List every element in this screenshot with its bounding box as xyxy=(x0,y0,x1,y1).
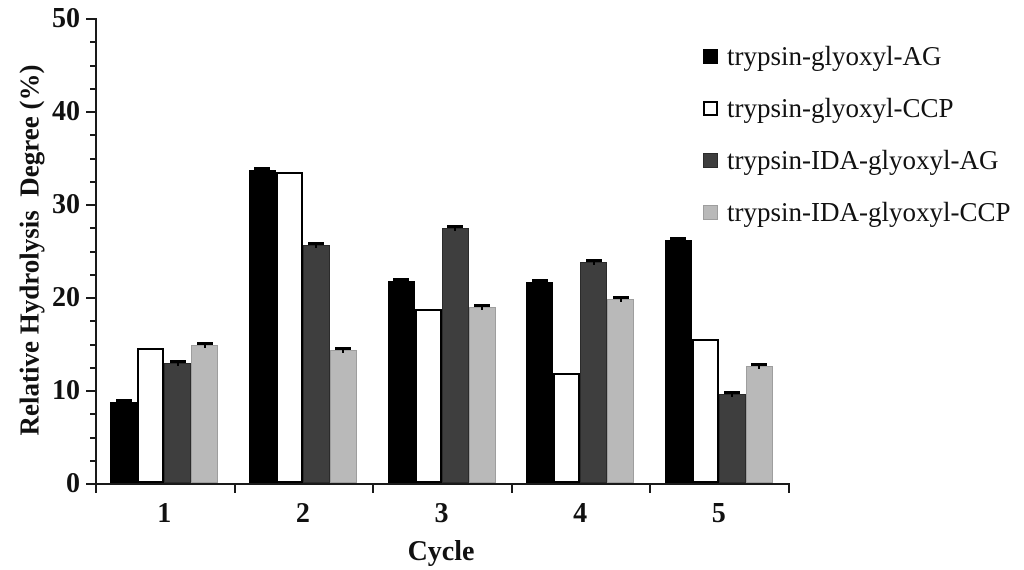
x-tick-label: 2 xyxy=(295,498,310,529)
legend-item-trypsin-IDA-glyoxyl-AG: trypsin-IDA-glyoxyl-AG xyxy=(703,134,1011,186)
bar-trypsin-IDA-glyoxyl-AG-cycle-1 xyxy=(164,363,192,483)
y-major-tick xyxy=(86,111,95,113)
x-tick xyxy=(372,485,375,493)
y-minor-tick xyxy=(90,157,95,160)
x-tick-label: 4 xyxy=(573,498,588,529)
bar-trypsin-glyoxyl-CCP-cycle-1 xyxy=(137,348,165,483)
y-major-tick xyxy=(86,297,95,299)
y-tick-label: 20 xyxy=(52,282,80,313)
y-minor-tick xyxy=(90,227,95,230)
error-bar-stem xyxy=(203,342,206,349)
y-minor-tick xyxy=(90,134,95,137)
error-bar-stem xyxy=(400,278,402,285)
bar-trypsin-IDA-glyoxyl-AG-cycle-3 xyxy=(441,228,469,483)
legend-swatch-icon xyxy=(703,152,718,168)
bar-trypsin-glyoxyl-AG-cycle-1 xyxy=(110,402,138,483)
y-minor-tick xyxy=(90,366,95,369)
y-minor-tick xyxy=(90,64,95,67)
x-tick-label: 5 xyxy=(711,498,726,529)
bar-trypsin-IDA-glyoxyl-AG-cycle-4 xyxy=(580,261,608,483)
error-bar-stem xyxy=(261,166,264,173)
legend-label: trypsin-glyoxyl-AG xyxy=(727,40,942,71)
x-tick xyxy=(95,485,97,493)
error-bar-stem xyxy=(619,295,622,302)
y-tick-label: 10 xyxy=(52,375,80,406)
bar-trypsin-IDA-glyoxyl-CCP-cycle-4 xyxy=(607,298,635,483)
legend-label: trypsin-IDA-glyoxyl-CCP xyxy=(727,196,1011,227)
bar-trypsin-IDA-glyoxyl-CCP-cycle-5 xyxy=(745,365,773,483)
y-minor-tick xyxy=(90,180,95,183)
bar-trypsin-glyoxyl-AG-cycle-2 xyxy=(248,169,276,483)
bar-trypsin-IDA-glyoxyl-AG-cycle-2 xyxy=(302,244,330,483)
legend-label: trypsin-IDA-glyoxyl-AG xyxy=(727,144,999,175)
y-minor-tick xyxy=(90,320,95,323)
y-major-tick xyxy=(86,483,95,485)
error-bar-stem xyxy=(538,279,541,286)
error-bar-stem xyxy=(481,304,483,311)
y-minor-tick xyxy=(90,343,95,346)
y-minor-tick xyxy=(90,436,95,439)
bar-trypsin-glyoxyl-AG-cycle-5 xyxy=(664,240,692,483)
error-bar-stem xyxy=(677,237,680,244)
y-minor-tick xyxy=(90,87,95,90)
bar-trypsin-glyoxyl-CCP-cycle-5 xyxy=(691,338,719,483)
bar-trypsin-IDA-glyoxyl-CCP-cycle-3 xyxy=(468,307,496,483)
bar-trypsin-glyoxyl-CCP-cycle-3 xyxy=(414,309,442,483)
y-axis xyxy=(95,18,97,485)
legend-swatch-icon xyxy=(703,100,718,116)
x-tick xyxy=(510,485,513,493)
y-tick-label: 50 xyxy=(52,3,80,34)
y-minor-tick xyxy=(90,250,95,253)
error-bar-stem xyxy=(731,390,734,397)
legend-item-trypsin-IDA-glyoxyl-CCP: trypsin-IDA-glyoxyl-CCP xyxy=(703,186,1011,238)
bar-trypsin-IDA-glyoxyl-CCP-cycle-1 xyxy=(191,345,219,483)
x-tick-label: 1 xyxy=(157,498,172,529)
y-major-tick xyxy=(86,204,95,206)
error-bar-stem xyxy=(454,225,456,232)
y-tick-label: 30 xyxy=(52,189,80,220)
y-tick-label: 40 xyxy=(52,96,80,127)
x-tick xyxy=(788,485,790,493)
legend-swatch-icon xyxy=(703,204,718,220)
error-bar-stem xyxy=(122,399,125,406)
x-axis xyxy=(95,483,790,485)
legend-label: trypsin-glyoxyl-CCP xyxy=(727,92,954,123)
legend-item-trypsin-glyoxyl-CCP: trypsin-glyoxyl-CCP xyxy=(703,82,1011,134)
error-bar-stem xyxy=(758,362,761,369)
y-major-tick xyxy=(86,390,95,392)
bar-trypsin-glyoxyl-AG-cycle-4 xyxy=(526,282,554,483)
error-bar-stem xyxy=(176,360,179,367)
legend-swatch-icon xyxy=(703,48,718,64)
y-tick-label: 0 xyxy=(66,468,80,499)
error-bar-stem xyxy=(592,258,595,265)
x-tick xyxy=(649,485,652,493)
y-minor-tick xyxy=(90,41,95,44)
error-bar-stem xyxy=(342,347,345,353)
y-minor-tick xyxy=(90,459,95,462)
x-axis-title: Cycle xyxy=(407,536,475,567)
y-minor-tick xyxy=(90,413,95,416)
bar-trypsin-glyoxyl-CCP-cycle-2 xyxy=(275,172,303,483)
legend: trypsin-glyoxyl-AG trypsin-glyoxyl-CCP try… xyxy=(703,30,1011,238)
bar-trypsin-IDA-glyoxyl-CCP-cycle-2 xyxy=(329,350,357,483)
y-minor-tick xyxy=(90,273,95,276)
x-tick-label: 3 xyxy=(434,498,449,529)
error-bar-stem xyxy=(315,241,318,248)
bar-trypsin-glyoxyl-AG-cycle-3 xyxy=(387,281,415,483)
y-major-tick xyxy=(86,18,95,20)
legend-item-trypsin-glyoxyl-AG: trypsin-glyoxyl-AG xyxy=(703,30,1011,82)
bar-trypsin-glyoxyl-CCP-cycle-4 xyxy=(553,373,581,483)
bar-trypsin-IDA-glyoxyl-AG-cycle-5 xyxy=(718,393,746,483)
x-tick xyxy=(233,485,236,493)
